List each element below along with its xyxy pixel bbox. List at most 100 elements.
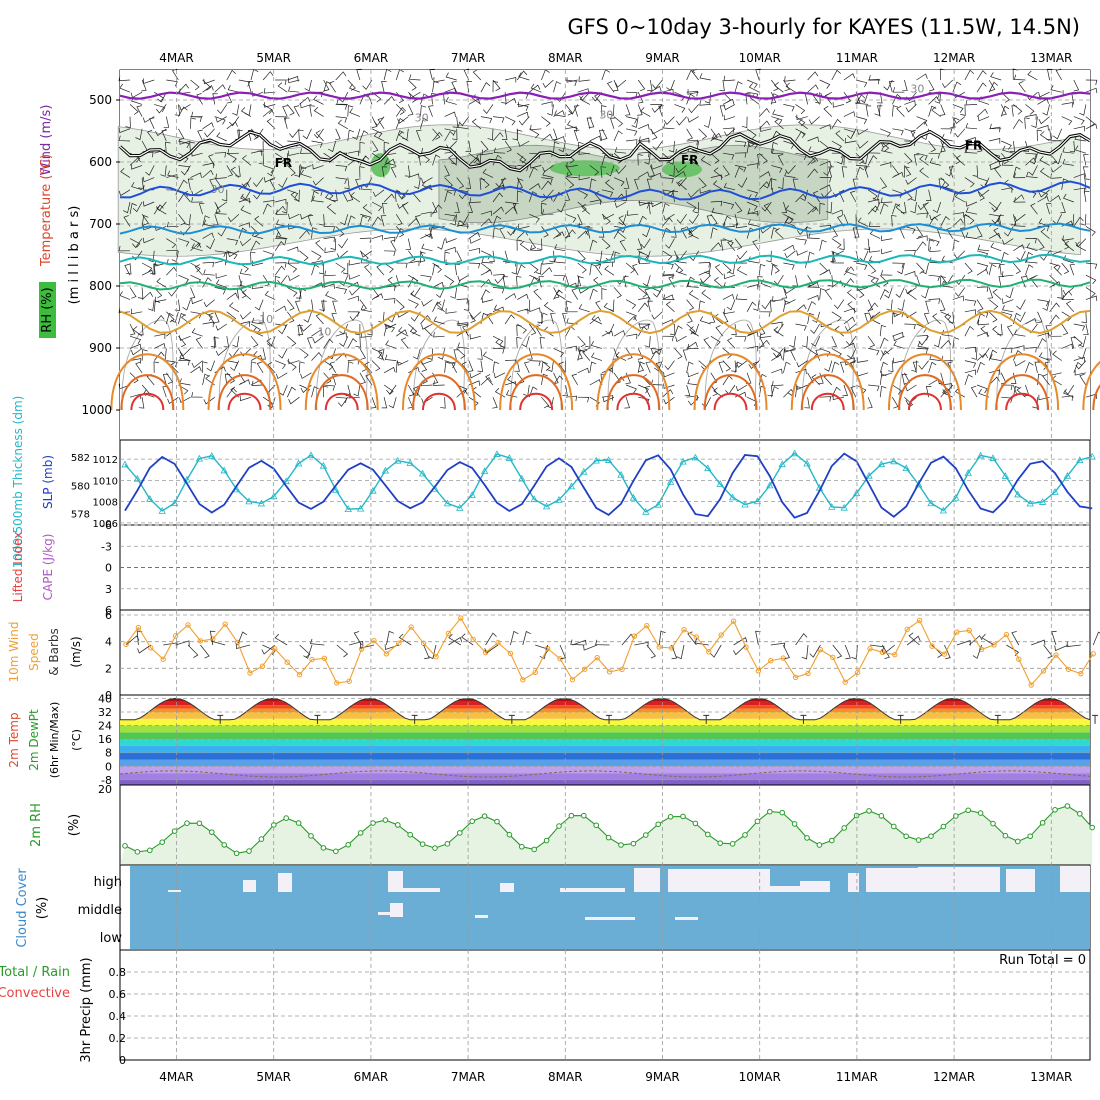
isotherm-dome — [907, 392, 942, 411]
wind-barb — [421, 181, 433, 191]
thickness-point — [319, 461, 328, 469]
wind-barb — [577, 276, 584, 288]
wind-barb — [541, 101, 553, 107]
wind-barb — [513, 202, 519, 215]
rh2m-point — [754, 818, 761, 825]
wind-barb — [608, 104, 615, 116]
cloud-panel: high middle low Cloud Cover (%) — [15, 864, 1091, 951]
wind-barb — [625, 299, 637, 309]
wind-barb — [370, 397, 377, 409]
wind-barb — [675, 335, 687, 343]
wind-barb — [988, 81, 999, 93]
wind-barb — [865, 105, 872, 117]
wind-barb — [445, 237, 457, 243]
wind-barb — [147, 129, 155, 142]
wind-barb — [208, 312, 215, 325]
wind-barb — [153, 314, 165, 325]
wind-barb — [783, 216, 793, 227]
wind-barb — [1013, 244, 1025, 252]
wind-barb — [566, 306, 578, 313]
wind-barb — [790, 349, 796, 361]
wind-barb — [554, 244, 566, 252]
date-label-top: 7MAR — [451, 51, 486, 65]
wind-barb — [917, 341, 929, 349]
wind-barb — [294, 189, 300, 202]
wind-barb — [864, 312, 870, 325]
rh2m-point — [866, 808, 872, 814]
wind-barb — [686, 311, 693, 324]
isotherm-dome — [616, 392, 651, 411]
wind-barb — [1061, 323, 1069, 336]
wind-barb — [371, 348, 383, 358]
wind-barb — [118, 127, 131, 134]
wind-barb — [347, 105, 354, 117]
wind-barb — [275, 198, 287, 205]
wind-barb — [568, 104, 579, 115]
wind-barb — [719, 105, 726, 117]
pressure-axis-label: (m i l l i b a r s) — [67, 206, 82, 305]
wind-barb-10m — [187, 644, 199, 658]
wind-barb — [153, 351, 165, 361]
wind-speed-point — [470, 636, 476, 643]
wind-barb — [795, 193, 807, 203]
thickness-point — [778, 460, 786, 468]
wind-barb — [929, 246, 941, 253]
wind-barb — [323, 338, 334, 349]
wind-barb — [835, 130, 845, 142]
wind-barb — [456, 177, 465, 189]
wind-barb-10m — [851, 644, 858, 660]
wind-barb — [1012, 385, 1021, 398]
wind-barb — [671, 226, 677, 238]
wind-barb — [126, 262, 132, 275]
wind-barb — [433, 77, 445, 83]
wind-barb — [239, 395, 252, 402]
wind-barb — [299, 250, 309, 262]
wind-barb — [723, 104, 736, 111]
wind-speed-point — [358, 646, 365, 652]
wind-barb — [516, 324, 522, 337]
wind-barb — [388, 397, 397, 409]
wind-barb — [558, 140, 566, 153]
wind-barb — [940, 339, 952, 349]
wind-barb — [941, 329, 953, 337]
wind-barb-10m — [770, 642, 786, 649]
wind-barb — [359, 141, 365, 154]
wind-barb — [359, 348, 366, 360]
wind-barb — [658, 105, 664, 117]
wind-barb — [347, 295, 360, 302]
wind-barb — [150, 262, 156, 275]
wind-barb — [904, 271, 916, 277]
wind-barb — [258, 311, 264, 324]
wind-barb — [226, 311, 237, 322]
wind-barb — [718, 361, 724, 373]
dewpoint-line — [119, 770, 1091, 778]
rh2m-point — [407, 831, 414, 838]
wind-barb — [543, 301, 554, 313]
wind-barb — [976, 299, 984, 311]
wind-barb — [783, 262, 795, 270]
wind-barb — [529, 323, 537, 336]
legend-rh-swatch — [39, 282, 56, 338]
wind-barb — [662, 273, 674, 280]
wind-barb — [395, 227, 405, 239]
wind-barb — [287, 360, 297, 371]
thickness-point — [629, 493, 638, 501]
wind-barb — [1074, 370, 1086, 376]
wind-barb — [437, 299, 445, 311]
wind-barb — [722, 262, 732, 274]
wind-barb — [542, 259, 554, 265]
wind-barb — [538, 276, 544, 288]
wind-barb — [1045, 324, 1051, 337]
wind-barb — [852, 178, 859, 190]
chart-title: GFS 0~10day 3-hourly for KAYES (11.5W, 1… — [568, 15, 1080, 39]
li-tick-label: 6 — [105, 604, 112, 617]
wind-barb — [1028, 165, 1038, 176]
wind-barb — [282, 153, 288, 165]
wind-barb — [808, 233, 820, 239]
wind-barb — [332, 300, 338, 312]
wind-barb — [323, 384, 336, 391]
temp2m-axis-label-4: (°C) — [70, 729, 83, 751]
wind-barb — [178, 179, 188, 190]
wind-barb — [601, 189, 614, 197]
